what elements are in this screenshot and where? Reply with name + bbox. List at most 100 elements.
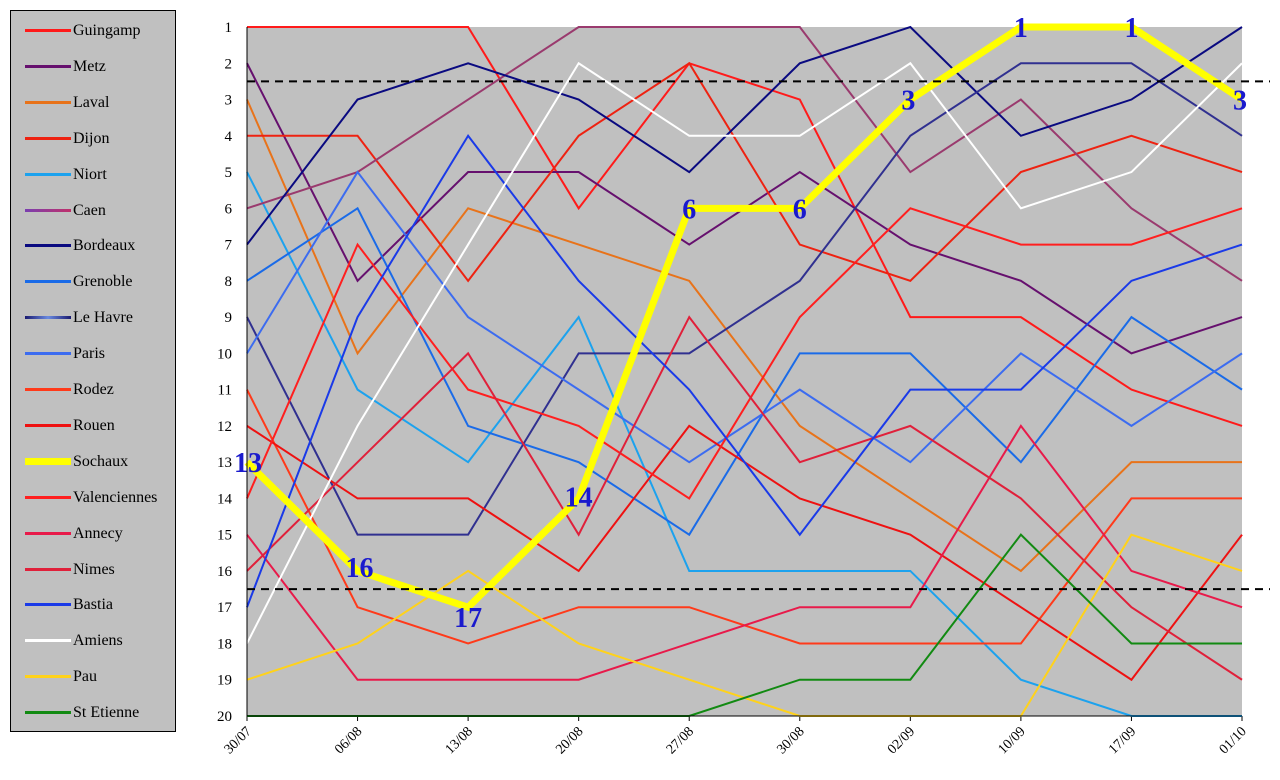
x-tick-label: 30/07 [222, 724, 255, 757]
x-tick-label: 02/09 [885, 724, 918, 757]
y-tick-label: 4 [225, 129, 233, 145]
legend-label: Annecy [73, 524, 123, 542]
legend-swatch [25, 64, 71, 68]
rank-annotation: 13 [234, 448, 262, 479]
legend-label: Caen [73, 201, 106, 219]
legend-label: Rouen [73, 416, 115, 434]
series-line-bastia [246, 134, 1243, 608]
rank-annotation: 14 [565, 482, 593, 513]
legend-item: Valenciennes [11, 481, 175, 515]
legend-label: Niort [73, 165, 107, 183]
legend-swatch [25, 567, 71, 571]
chart-legend: Guingamp Metz Laval Dijon Niort Caen Bordeaux G… [10, 10, 176, 732]
legend-swatch [25, 244, 71, 248]
legend-label: Valenciennes [73, 488, 158, 506]
legend-swatch [25, 316, 71, 320]
y-tick-label: 6 [225, 201, 233, 217]
x-tick-label: 06/08 [332, 724, 365, 757]
legend-swatch [25, 136, 71, 140]
legend-item: Amiens [11, 624, 175, 658]
y-tick-label: 14 [217, 491, 233, 507]
legend-label: Sochaux [73, 452, 129, 470]
legend-label: St Etienne [73, 704, 140, 722]
legend-swatch [25, 100, 71, 104]
legend-item: Nimes [11, 553, 175, 587]
y-tick-label: 18 [217, 636, 232, 652]
y-tick-label: 13 [217, 455, 232, 471]
legend-swatch [25, 495, 71, 499]
y-tick-label: 1 [225, 20, 233, 36]
y-tick-label: 8 [225, 274, 233, 290]
rank-annotation: 16 [346, 553, 374, 584]
x-tick-label: 27/08 [664, 724, 697, 757]
legend-item: Annecy [11, 517, 175, 551]
legend-label: Pau [73, 668, 97, 686]
rank-annotation: 6 [793, 194, 807, 225]
legend-item: Pau [11, 660, 175, 694]
y-tick-label: 17 [217, 600, 233, 616]
y-tick-label: 7 [225, 238, 233, 254]
legend-swatch [25, 423, 71, 427]
series-line-le-havre [246, 62, 1243, 536]
legend-label: Bastia [73, 596, 113, 614]
y-tick-label: 2 [225, 56, 233, 72]
y-tick-label: 3 [225, 93, 233, 109]
series-line-nimes [246, 315, 1243, 681]
legend-swatch [25, 531, 71, 535]
legend-item: Niort [11, 158, 175, 192]
legend-item: St Etienne [11, 696, 175, 730]
series-line-sochaux [244, 23, 1244, 612]
rank-annotation: 6 [682, 194, 696, 225]
rank-annotation: 3 [901, 86, 915, 117]
legend-label: Paris [73, 345, 105, 363]
legend-swatch [25, 675, 71, 679]
legend-label: Guingamp [73, 22, 141, 39]
legend-swatch [25, 711, 71, 715]
legend-item: Caen [11, 194, 175, 228]
series-line-laval [246, 99, 1242, 573]
legend-item: Bordeaux [11, 229, 175, 263]
legend-label: Metz [73, 57, 106, 75]
x-tick-label: 13/08 [443, 724, 476, 757]
y-tick-label: 16 [217, 564, 233, 580]
legend-swatch [25, 208, 71, 212]
x-tick-label: 30/08 [774, 724, 807, 757]
series-line-paris [246, 170, 1243, 464]
legend-swatch [25, 172, 71, 176]
series-line-annecy [246, 424, 1243, 681]
y-tick-label: 10 [217, 346, 232, 362]
legend-item: Sochaux [11, 445, 175, 479]
legend-item: Guingamp [11, 14, 175, 48]
y-tick-label: 5 [225, 165, 233, 181]
series-line-valenciennes [246, 207, 1243, 500]
legend-swatch [25, 29, 71, 32]
legend-swatch [25, 639, 71, 643]
y-tick-label: 15 [217, 528, 232, 544]
legend-label: Rodez [73, 381, 114, 398]
rank-annotation: 1 [1124, 13, 1138, 44]
rank-annotation: 3 [1233, 86, 1247, 117]
legend-item: Paris [11, 337, 175, 371]
plot-area [247, 27, 1242, 716]
x-tick-label: 01/10 [1217, 724, 1250, 757]
legend-label: Le Havre [73, 309, 133, 327]
x-tick-label: 20/08 [553, 724, 586, 757]
legend-label: Laval [73, 93, 110, 111]
legend-label: Nimes [73, 560, 115, 578]
legend-label: Grenoble [73, 273, 133, 291]
legend-item: Laval [11, 86, 175, 120]
legend-item: Grenoble [11, 265, 175, 299]
legend-item: Rouen [11, 409, 175, 443]
legend-item: Le Havre [11, 301, 175, 335]
rank-annotation: 1 [1014, 13, 1028, 44]
legend-swatch [25, 388, 71, 391]
series-line-caen [246, 26, 1243, 282]
x-tick-label: 17/09 [1106, 724, 1139, 757]
legend-label: Bordeaux [73, 237, 136, 255]
legend-label: Amiens [73, 632, 123, 650]
x-tick-label: 10/09 [996, 724, 1029, 757]
series-line-bordeaux [246, 25, 1243, 246]
y-tick-label: 11 [218, 383, 232, 399]
legend-item: Dijon [11, 122, 175, 156]
